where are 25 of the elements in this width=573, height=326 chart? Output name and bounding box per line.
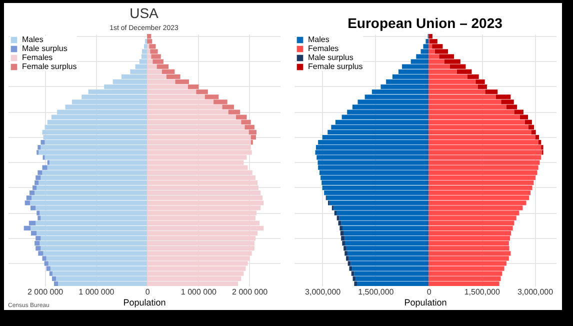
legend-label: Females — [308, 44, 339, 53]
x-tick-label: 1 000 000 — [78, 288, 115, 296]
x-tick-label: 0 — [426, 288, 432, 296]
legend-label: Males — [308, 35, 330, 44]
legend-label: Female surplus — [308, 62, 363, 71]
bar — [42, 165, 48, 170]
x-tick-label: 3,000,000 — [517, 288, 554, 296]
bar — [30, 206, 36, 210]
x-axis-title: Population — [123, 298, 166, 308]
legend-label: Male surplus — [22, 44, 68, 53]
x-tick-label: 1 000 000 — [180, 288, 218, 296]
x-tick-label: 1,500,000 — [358, 288, 394, 296]
bar — [40, 140, 45, 145]
x-tick-label: 1,500,000 — [464, 288, 500, 296]
legend-label: Male surplus — [308, 53, 354, 62]
legend-label: Female surplus — [22, 62, 77, 71]
x-tick-label: 0 — [145, 288, 150, 296]
x-axis-title: Population — [404, 298, 447, 308]
legend-label: Females — [22, 53, 53, 62]
x-tick-label: 2 000 000 — [28, 288, 64, 296]
legend-label: Males — [22, 35, 44, 44]
x-tick-label: 2 000 000 — [232, 288, 268, 296]
x-tick-label: 3,000,000 — [305, 288, 342, 296]
chart-title: USA — [130, 5, 160, 21]
chart-title: European Union – 2023 — [348, 15, 503, 31]
